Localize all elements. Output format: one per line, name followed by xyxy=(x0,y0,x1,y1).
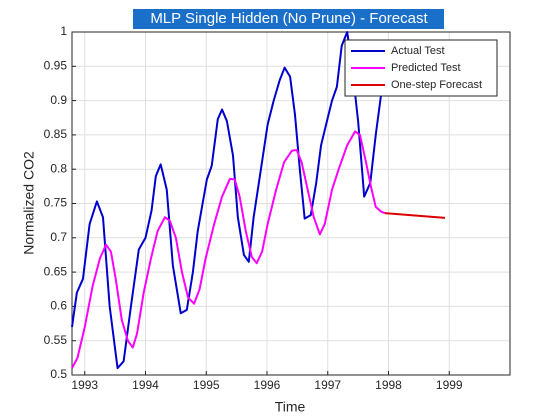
y-tick-label: 0.75 xyxy=(44,196,68,210)
y-tick-label: 0.65 xyxy=(44,264,68,278)
y-tick-label: 0.95 xyxy=(44,58,68,72)
plot-frame xyxy=(71,31,511,376)
x-tick-label: 1996 xyxy=(254,378,281,392)
data-line xyxy=(71,130,386,369)
chart-title: MLP Single Hidden (No Prune) - Forecast xyxy=(150,10,428,27)
y-tick-label: 0.6 xyxy=(50,299,67,313)
legend-label: Actual Test xyxy=(391,45,445,57)
y-axis-label: Normalized CO2 xyxy=(21,151,37,255)
legend-label: Predicted Test xyxy=(391,62,461,74)
x-tick-label: 1993 xyxy=(71,378,98,392)
y-tick-label: 0.7 xyxy=(50,230,67,244)
data-line xyxy=(384,212,446,219)
title-background xyxy=(133,9,444,29)
legend-label: One-step Forecast xyxy=(391,79,482,91)
x-tick-label: 1998 xyxy=(375,378,402,392)
x-tick-label: 1994 xyxy=(132,378,159,392)
y-tick-label: 0.9 xyxy=(50,93,67,107)
y-tick-label: 0.5 xyxy=(50,367,67,381)
x-tick-label: 1997 xyxy=(314,378,341,392)
data-line xyxy=(71,31,386,370)
y-tick-label: 0.55 xyxy=(44,333,68,347)
y-tick-label: 0.8 xyxy=(50,161,67,175)
y-tick-label: 1 xyxy=(60,24,67,38)
y-tick-label: 0.85 xyxy=(44,127,68,141)
x-tick-label: 1995 xyxy=(193,378,220,392)
x-axis-label: Time xyxy=(275,399,306,415)
x-tick-label: 1999 xyxy=(436,378,463,392)
